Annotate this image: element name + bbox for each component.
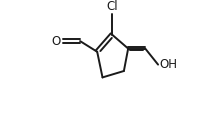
Text: O: O — [51, 35, 60, 48]
Text: Cl: Cl — [106, 0, 118, 13]
Text: OH: OH — [160, 58, 178, 71]
